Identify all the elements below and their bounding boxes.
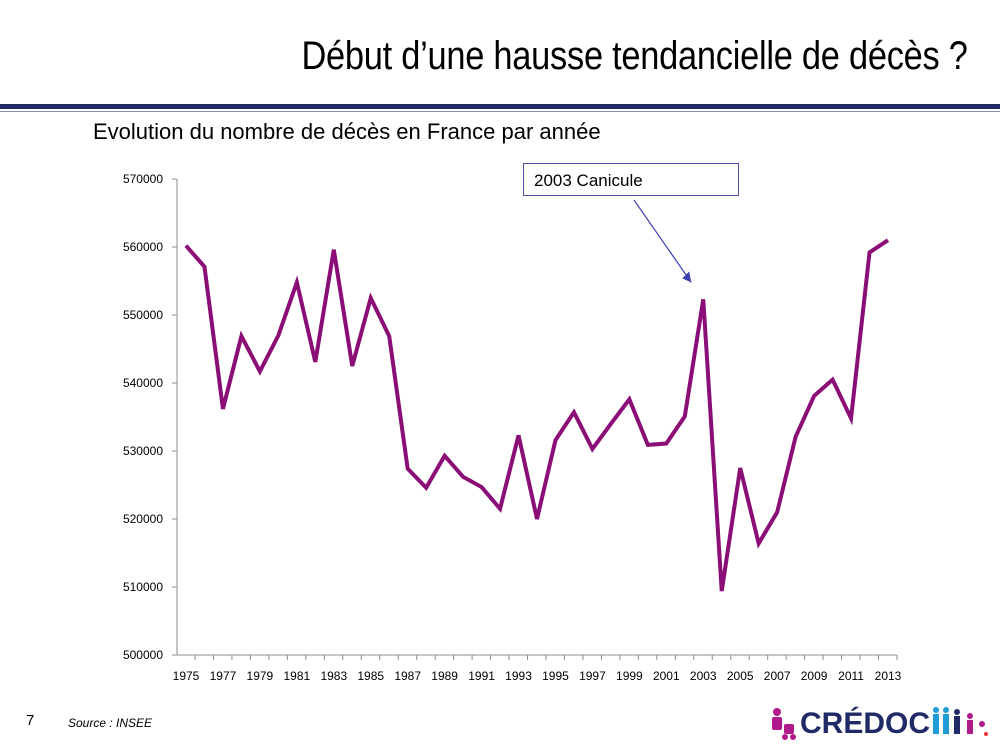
x-tick-label: 2011: [838, 669, 864, 683]
title-rule-thin: [0, 111, 1000, 112]
title-rule: [0, 104, 1000, 109]
y-tick-label: 510000: [123, 580, 163, 594]
x-tick-label: 1987: [394, 669, 421, 683]
y-tick-label: 540000: [123, 376, 163, 390]
x-tick-label: 1989: [431, 669, 458, 683]
x-tick-label: 2009: [801, 669, 828, 683]
x-tick-label: 1991: [468, 669, 495, 683]
chart-title: Evolution du nombre de décès en France p…: [93, 119, 601, 144]
x-tick-label: 1979: [247, 669, 274, 683]
x-tick-label: 1981: [283, 669, 310, 683]
x-tick-label: 2001: [653, 669, 680, 683]
slide-number: 7: [26, 712, 35, 729]
x-tick-label: 1993: [505, 669, 532, 683]
y-tick-label: 560000: [123, 240, 163, 254]
y-tick-label: 500000: [123, 648, 163, 662]
x-tick-label: 2003: [690, 669, 717, 683]
x-tick-label: 1999: [616, 669, 643, 683]
x-tick-label: 2013: [875, 669, 902, 683]
x-tick-label: 2005: [727, 669, 754, 683]
annotation-arrowhead: [682, 271, 692, 283]
annotation-callout: 2003 Canicule: [523, 163, 739, 196]
y-tick-label: 520000: [123, 512, 163, 526]
x-tick-label: 1985: [357, 669, 384, 683]
x-tick-label: 1983: [320, 669, 347, 683]
y-tick-label: 550000: [123, 308, 163, 322]
credoc-logo: CRÉDOC: [768, 704, 990, 744]
y-tick-label: 530000: [123, 444, 163, 458]
family-icon: [772, 708, 796, 740]
x-tick-label: 2007: [764, 669, 791, 683]
x-tick-label: 1975: [173, 669, 200, 683]
x-tick-label: 1977: [210, 669, 237, 683]
y-tick-label: 570000: [123, 172, 163, 186]
annotation-arrow: [633, 199, 692, 283]
slide-title: Début d’une hausse tendancielle de décès…: [301, 34, 968, 78]
logo-text: CRÉDOC: [800, 707, 931, 740]
source-note: Source : INSEE: [68, 716, 153, 730]
people-icon: [933, 707, 989, 736]
x-tick-label: 1997: [579, 669, 606, 683]
series-line: [184, 238, 890, 592]
x-tick-label: 1995: [542, 669, 569, 683]
